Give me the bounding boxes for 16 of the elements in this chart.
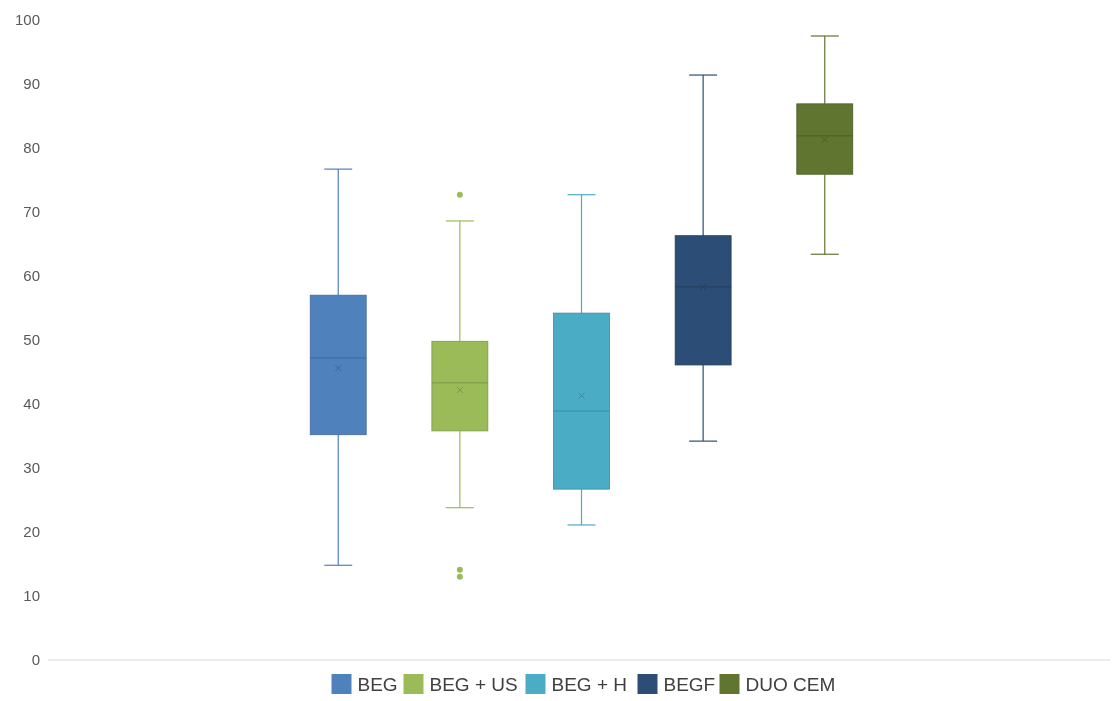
legend-label: BEG + US	[429, 673, 518, 695]
y-tick-label: 90	[23, 75, 40, 93]
y-tick-label: 10	[23, 587, 40, 605]
y-tick-label: 40	[23, 395, 40, 413]
legend-label: BEGF	[663, 673, 716, 695]
y-tick-label: 0	[31, 651, 40, 669]
y-tick-label: 100	[14, 11, 40, 29]
legend-label: BEG + H	[551, 673, 627, 695]
y-tick-label: 60	[23, 267, 40, 285]
legend-label: DUO CEM	[745, 673, 836, 695]
y-tick-label: 30	[23, 459, 40, 477]
y-tick-label: 70	[23, 203, 40, 221]
y-tick-label: 80	[23, 139, 40, 157]
y-tick-label: 50	[23, 331, 40, 349]
y-tick-label: 20	[23, 523, 40, 541]
legend-label: BEG	[357, 673, 398, 695]
